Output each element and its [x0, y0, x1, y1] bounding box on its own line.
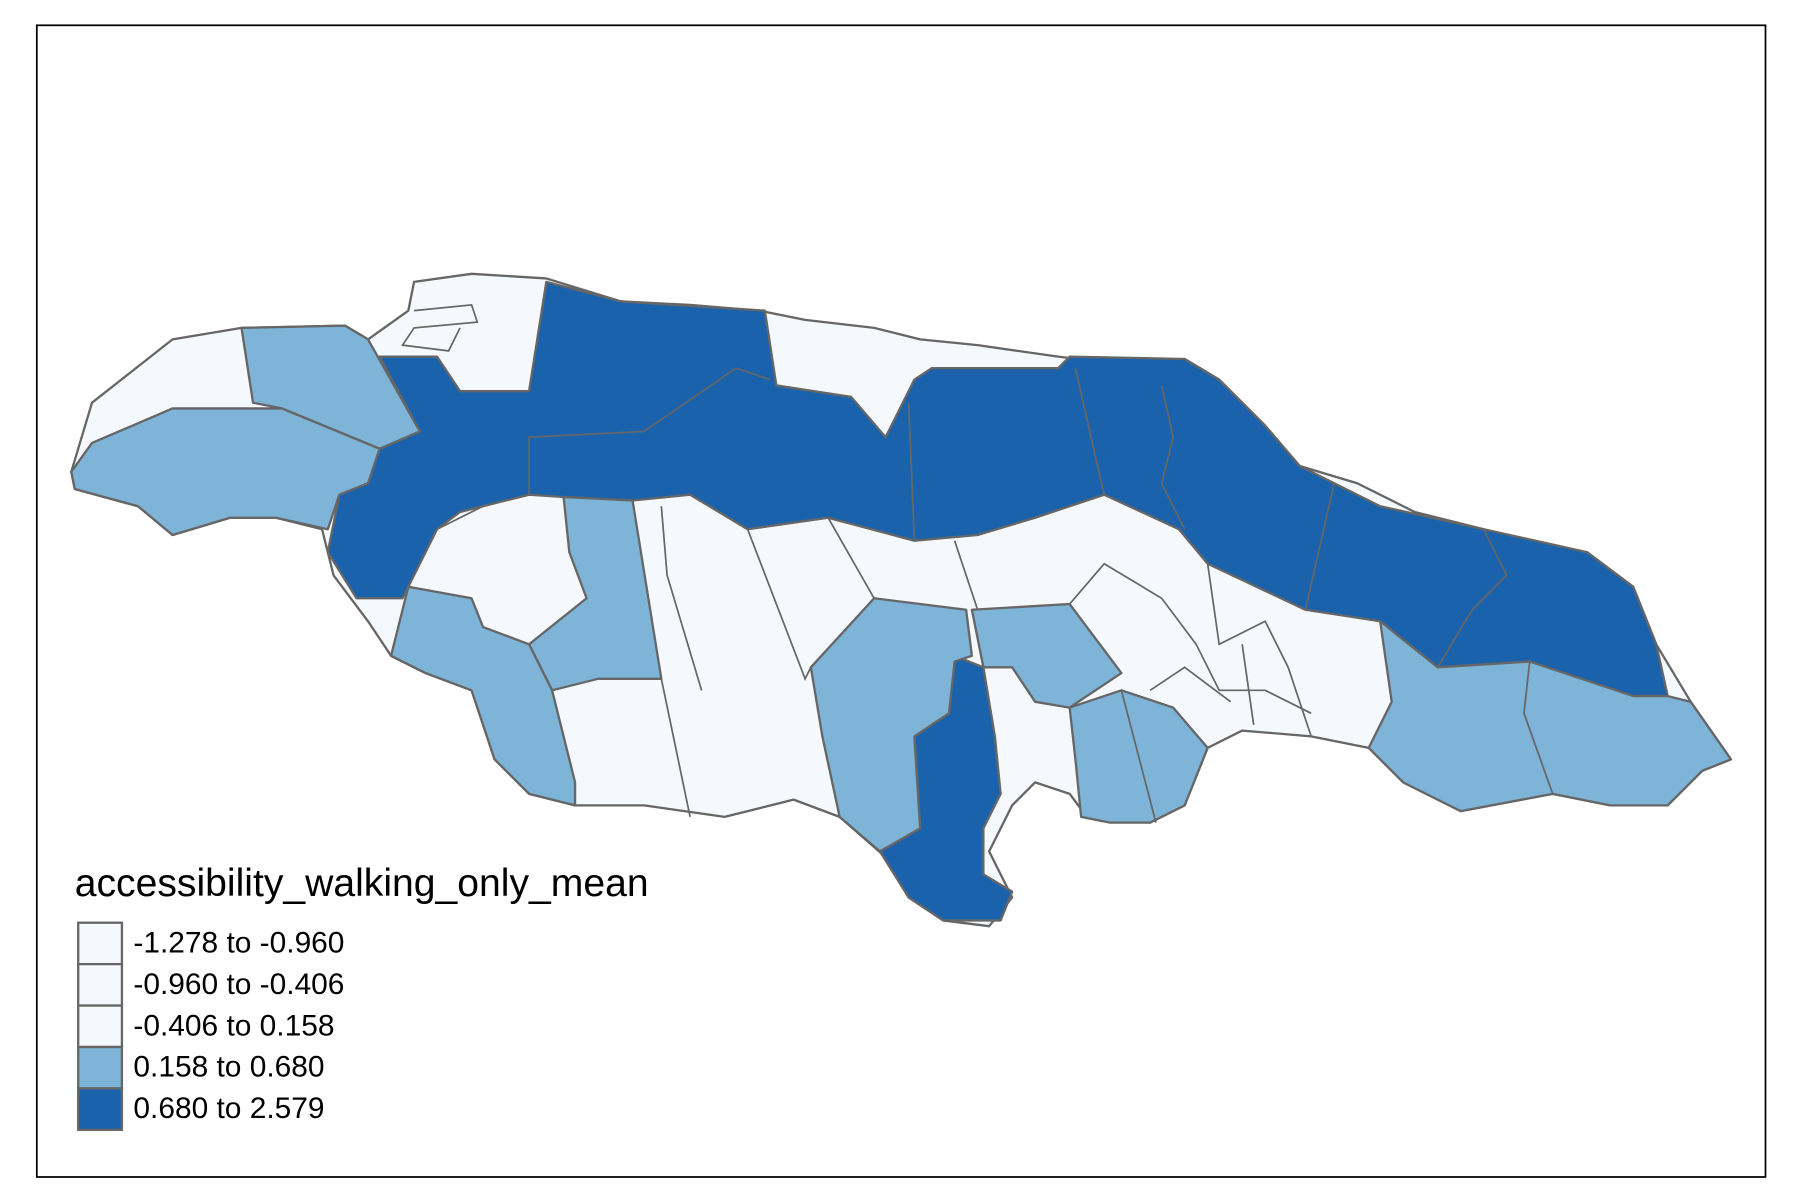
boundary: [1206, 563, 1313, 737]
boundary: [1304, 483, 1336, 610]
legend-swatch: [77, 921, 124, 966]
legend-swatch: [77, 1045, 124, 1090]
boundary: [528, 367, 771, 495]
boundary: [660, 506, 703, 691]
boundary: [436, 505, 484, 531]
boundary: [528, 281, 548, 392]
boundary: [401, 303, 479, 352]
boundary: [1074, 367, 1105, 495]
legend-title: accessibility_walking_only_mean: [75, 862, 649, 905]
boundary: [660, 678, 691, 818]
legend: -1.278 to -0.960 -0.960 to -0.406 -0.406 t…: [77, 921, 344, 1131]
region-boundaries: [240, 281, 1554, 823]
region: [240, 324, 421, 450]
legend-swatch: [77, 1087, 124, 1131]
legend-label: 0.680 to 2.579: [133, 1092, 324, 1125]
region: [809, 597, 974, 853]
boundary: [1160, 385, 1186, 530]
legend-swatch: [77, 1004, 124, 1049]
boundary: [907, 402, 916, 541]
legend-swatch: [77, 962, 124, 1007]
boundary: [240, 327, 254, 403]
boundary: [1120, 690, 1157, 823]
region: [70, 407, 381, 537]
legend-label: -0.406 to 0.158: [133, 1009, 334, 1042]
boundary: [1068, 562, 1312, 715]
boundary: [1149, 666, 1232, 703]
region: [389, 585, 577, 807]
boundary: [953, 540, 979, 611]
boundary: [827, 517, 875, 599]
legend-label: 0.158 to 0.680: [133, 1051, 324, 1084]
boundary: [1523, 661, 1554, 795]
boundary: [746, 528, 812, 681]
region: [970, 602, 1123, 709]
legend-label: -1.278 to -0.960: [133, 926, 344, 959]
boundary: [1436, 528, 1508, 668]
boundary: [1241, 644, 1255, 725]
legend-label: -0.960 to -0.406: [133, 968, 344, 1001]
region: [1367, 620, 1733, 813]
